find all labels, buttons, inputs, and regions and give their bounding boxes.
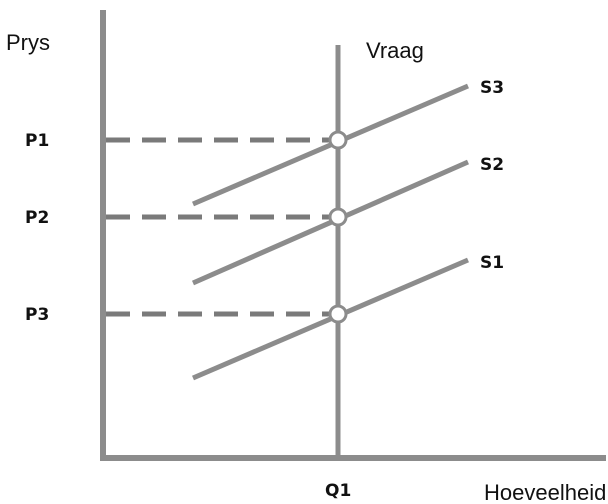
equilibrium-point-p3 — [328, 304, 348, 324]
y-axis-label: Prys — [6, 30, 50, 55]
demand-label: Vraag — [366, 38, 424, 63]
equilibrium-point-p2 — [328, 207, 348, 227]
price-label-p3: P3 — [25, 305, 49, 325]
price-label-p1: P1 — [25, 131, 49, 151]
price-label-p2: P2 — [25, 208, 49, 228]
supply-label-s2: S2 — [480, 155, 504, 175]
supply-label-s3: S3 — [480, 78, 504, 98]
quantity-label-q1: Q1 — [325, 481, 351, 501]
x-axis-label: Hoeveelheid — [484, 480, 606, 504]
supply-label-s1: S1 — [480, 253, 504, 273]
equilibrium-point-p1 — [328, 130, 348, 150]
